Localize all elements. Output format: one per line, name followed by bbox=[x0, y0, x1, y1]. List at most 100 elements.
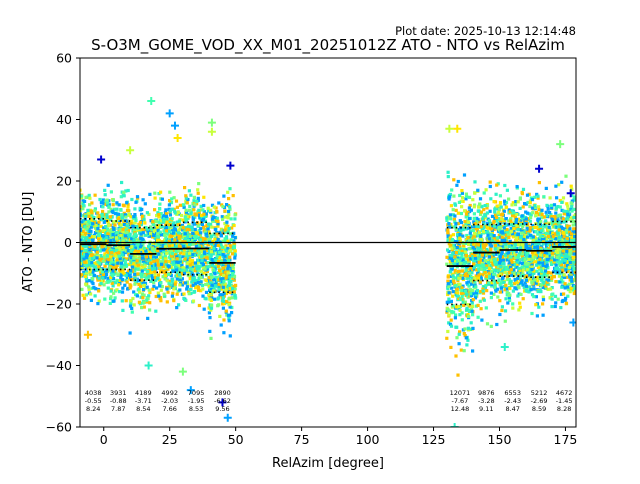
density-point bbox=[208, 329, 212, 333]
density-point bbox=[488, 243, 492, 247]
density-point bbox=[516, 294, 520, 298]
density-point bbox=[87, 279, 92, 283]
density-point bbox=[121, 251, 125, 255]
density-point bbox=[458, 330, 462, 334]
density-point bbox=[172, 209, 177, 213]
density-point bbox=[136, 263, 141, 267]
density-point bbox=[128, 232, 132, 236]
density-point bbox=[183, 266, 187, 270]
density-point bbox=[449, 217, 453, 221]
density-point bbox=[80, 266, 84, 270]
density-point bbox=[165, 251, 169, 255]
density-point bbox=[132, 215, 136, 219]
density-point bbox=[188, 204, 192, 208]
density-point bbox=[462, 173, 467, 177]
density-point bbox=[514, 220, 518, 225]
density-point bbox=[111, 199, 115, 203]
density-point bbox=[196, 258, 200, 262]
density-point bbox=[469, 229, 473, 233]
density-point bbox=[183, 281, 188, 285]
density-point bbox=[197, 277, 201, 281]
density-point bbox=[498, 250, 503, 254]
density-point bbox=[123, 249, 127, 253]
density-point bbox=[84, 236, 88, 240]
density-point bbox=[213, 284, 218, 288]
density-point bbox=[474, 256, 478, 260]
density-point bbox=[503, 221, 507, 225]
density-point bbox=[114, 236, 119, 240]
density-point bbox=[474, 244, 479, 248]
density-point bbox=[228, 255, 232, 259]
density-point bbox=[233, 213, 237, 217]
density-point bbox=[449, 345, 453, 349]
density-point bbox=[477, 205, 481, 209]
density-point bbox=[190, 225, 194, 229]
density-point bbox=[188, 263, 192, 267]
density-point bbox=[164, 208, 168, 212]
density-point bbox=[233, 252, 237, 256]
density-point bbox=[176, 223, 180, 227]
density-point bbox=[161, 265, 165, 269]
density-point bbox=[172, 243, 176, 248]
density-point bbox=[185, 227, 189, 231]
density-point bbox=[223, 215, 227, 219]
density-point bbox=[484, 216, 488, 220]
density-point bbox=[504, 217, 508, 221]
density-point bbox=[107, 224, 111, 228]
density-point bbox=[208, 297, 212, 301]
density-point bbox=[550, 206, 554, 210]
density-point bbox=[159, 253, 163, 257]
density-point bbox=[91, 268, 95, 272]
density-point bbox=[464, 268, 468, 272]
density-point bbox=[100, 218, 104, 222]
density-point bbox=[232, 284, 236, 288]
density-point bbox=[472, 212, 476, 216]
density-point bbox=[230, 305, 234, 310]
density-point bbox=[87, 285, 91, 289]
density-point bbox=[221, 306, 225, 310]
density-point bbox=[231, 277, 235, 281]
density-point bbox=[107, 247, 111, 251]
density-point bbox=[142, 293, 146, 297]
density-point bbox=[106, 280, 110, 284]
chart-title: S-O3M_GOME_VOD_XX_M01_20251012Z ATO - NT… bbox=[91, 36, 565, 55]
density-point bbox=[155, 242, 159, 246]
density-point bbox=[488, 276, 492, 280]
density-point bbox=[510, 203, 514, 207]
density-point bbox=[213, 272, 217, 276]
density-point bbox=[109, 275, 113, 279]
density-point bbox=[473, 222, 477, 226]
density-point bbox=[183, 215, 187, 219]
density-point bbox=[90, 213, 94, 217]
density-point bbox=[122, 204, 126, 208]
density-point bbox=[485, 221, 490, 225]
density-point bbox=[197, 245, 201, 249]
density-point bbox=[182, 205, 186, 209]
density-point bbox=[481, 289, 485, 293]
density-point bbox=[481, 263, 485, 267]
density-point bbox=[221, 217, 225, 221]
density-point bbox=[129, 255, 133, 260]
density-point bbox=[197, 211, 201, 215]
density-point bbox=[486, 269, 490, 274]
density-point bbox=[90, 261, 94, 265]
density-point bbox=[152, 265, 156, 269]
density-point bbox=[500, 238, 504, 242]
density-point bbox=[451, 294, 455, 298]
density-point bbox=[513, 241, 517, 245]
density-point bbox=[546, 243, 550, 247]
density-point bbox=[485, 265, 489, 269]
density-point bbox=[204, 214, 208, 218]
density-point bbox=[454, 222, 458, 226]
density-point bbox=[139, 295, 143, 299]
density-point bbox=[153, 276, 157, 280]
density-point bbox=[153, 191, 157, 195]
density-point bbox=[107, 210, 111, 214]
density-point bbox=[474, 304, 478, 308]
density-point bbox=[128, 299, 133, 303]
density-point bbox=[102, 238, 106, 242]
density-point bbox=[125, 226, 129, 230]
density-point bbox=[509, 219, 513, 223]
density-point bbox=[118, 248, 122, 252]
density-point bbox=[461, 199, 465, 203]
